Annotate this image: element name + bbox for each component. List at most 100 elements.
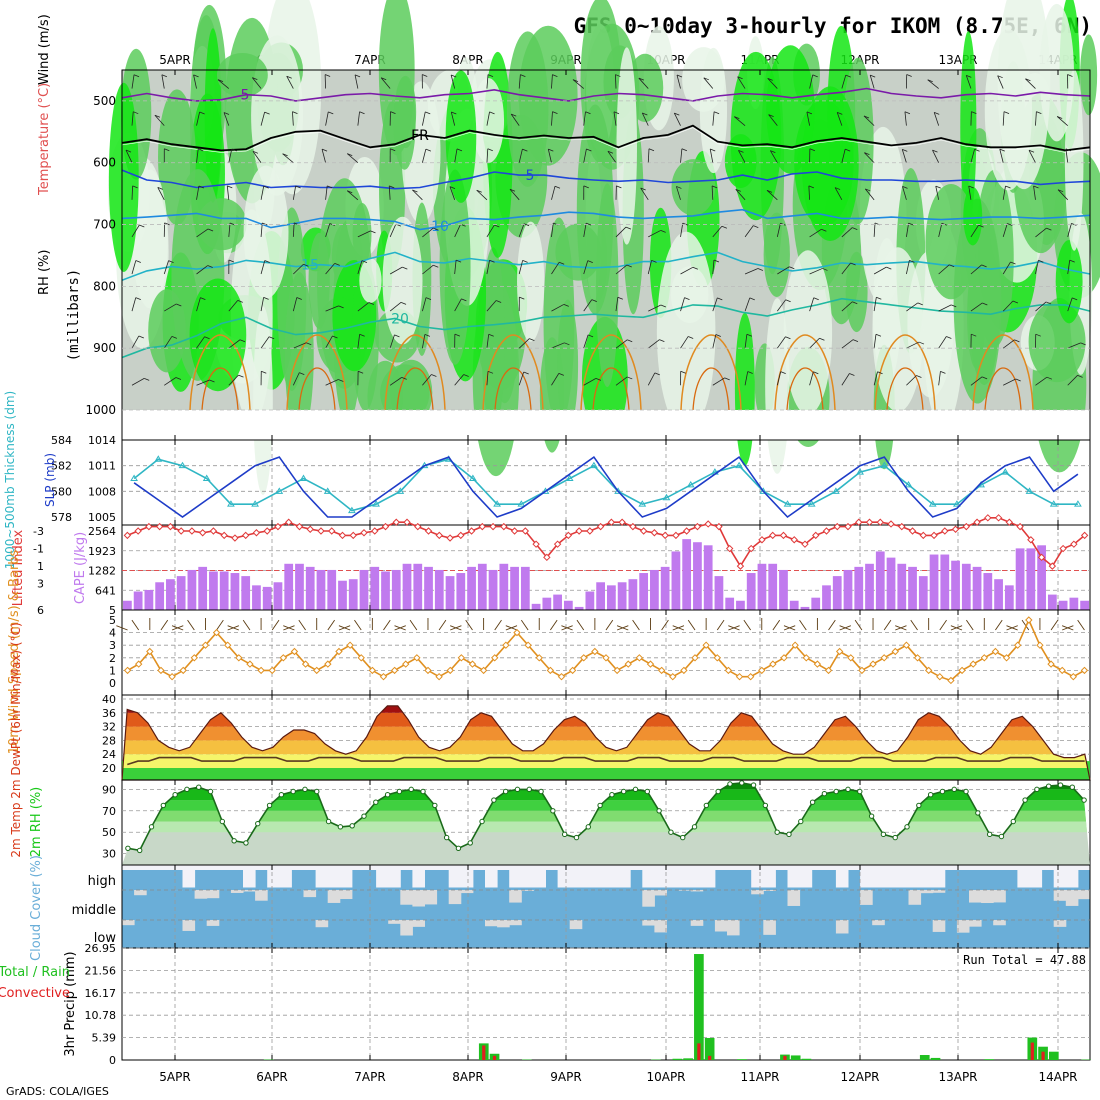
lifted-index-line-point bbox=[639, 527, 648, 535]
rh-line-point bbox=[1010, 818, 1016, 825]
wind-barb-flag bbox=[845, 148, 851, 152]
rh-line-point bbox=[396, 788, 403, 795]
wind-speed-line-point bbox=[891, 647, 899, 656]
wind-barb bbox=[583, 260, 589, 275]
wind-barb-flag bbox=[1036, 111, 1042, 115]
cloud-cell bbox=[303, 890, 317, 898]
wind-barb-flag bbox=[282, 153, 288, 157]
thickness-line-point bbox=[493, 500, 501, 507]
wind-barb-flag bbox=[529, 338, 535, 341]
wind-speed-line-point bbox=[290, 647, 299, 656]
rh-patch bbox=[557, 299, 579, 430]
lifted-index-line-point bbox=[822, 527, 831, 535]
wind-barb-flag bbox=[583, 185, 589, 189]
cloud-cell bbox=[860, 865, 873, 888]
cape-tick-label: 2564 bbox=[88, 525, 116, 538]
cloud-cell bbox=[122, 920, 135, 926]
wind-barb bbox=[841, 227, 853, 238]
wind-barb bbox=[196, 297, 201, 312]
wind-speed-line-point bbox=[947, 676, 955, 685]
lifted-index-line-point bbox=[478, 522, 487, 531]
wind-barb-flag bbox=[1046, 227, 1052, 231]
wind-barb-flag bbox=[676, 186, 682, 189]
temp-band bbox=[122, 726, 1090, 741]
cape-bar bbox=[736, 600, 745, 610]
wind-barb bbox=[809, 371, 814, 386]
wind-speed-line-point bbox=[1036, 641, 1044, 649]
lifted-index-line-point bbox=[844, 522, 852, 531]
wind-speed-line-point bbox=[591, 647, 599, 656]
cloud-cell bbox=[678, 865, 692, 888]
wind-barb-flag bbox=[263, 296, 269, 300]
wind-barb-flag bbox=[299, 372, 305, 375]
wind-speed-line-point bbox=[1058, 666, 1066, 675]
precip-conv-bar bbox=[482, 1045, 486, 1060]
wind-barb-flag bbox=[563, 304, 569, 307]
lifted-index-line-point bbox=[543, 553, 551, 562]
wind-barb-flag bbox=[357, 370, 364, 374]
cape-bar bbox=[520, 566, 530, 610]
thickness-line-point bbox=[565, 474, 574, 481]
cloud-cell bbox=[400, 890, 413, 905]
rh-line-point bbox=[774, 829, 780, 835]
wind-barb-flag bbox=[789, 266, 795, 270]
wind-barb bbox=[906, 341, 920, 349]
rh-line-point bbox=[597, 802, 603, 809]
isotherm-30 bbox=[592, 367, 630, 411]
isotherm-line bbox=[121, 297, 1091, 359]
lifted-index-line-point bbox=[457, 531, 465, 540]
wind-barb bbox=[808, 185, 810, 200]
wind-barb bbox=[680, 266, 694, 275]
wind-barb-flag bbox=[1067, 74, 1073, 77]
wind-barb-flag bbox=[164, 148, 170, 152]
wind-barb-flag bbox=[354, 74, 361, 78]
cape-bar bbox=[262, 586, 272, 610]
wind-speed-line-point bbox=[146, 647, 154, 656]
cloud-cell bbox=[630, 865, 643, 870]
cloud-cell bbox=[1077, 865, 1091, 870]
wind-barb bbox=[647, 148, 650, 163]
thickness-tick-label: 580 bbox=[51, 485, 72, 498]
wind-barb-flag bbox=[425, 297, 432, 300]
contour-label: 15 bbox=[301, 258, 319, 274]
cloud-cell bbox=[969, 865, 982, 870]
cape-tick-label: 641 bbox=[95, 584, 116, 597]
wind-barb bbox=[260, 111, 266, 126]
wind-barb bbox=[768, 114, 778, 126]
cloud-cell bbox=[702, 865, 716, 888]
wind-barb bbox=[841, 373, 850, 386]
wind-barb bbox=[906, 302, 918, 312]
wind-speed-line-point bbox=[835, 647, 844, 656]
rh-line-point bbox=[868, 813, 875, 819]
rh-line-point bbox=[821, 790, 828, 797]
rh-patch bbox=[763, 212, 790, 297]
date-label-top: 7APR bbox=[354, 53, 385, 67]
wind-barb-flag bbox=[511, 113, 517, 117]
rh-line-point bbox=[656, 808, 662, 814]
wind-barb-flag bbox=[422, 74, 428, 77]
cloud-cell bbox=[521, 890, 534, 891]
cape-bar bbox=[553, 594, 562, 610]
isotherm-30 bbox=[786, 367, 824, 411]
wind-barb-10m bbox=[394, 625, 406, 631]
isotherm-30 bbox=[494, 367, 532, 411]
lifted-index-line-point bbox=[887, 520, 895, 528]
lifted-index-line-point bbox=[360, 529, 368, 537]
wind-barb bbox=[806, 111, 810, 126]
lifted-index-line-point bbox=[736, 562, 745, 570]
rh-patch bbox=[576, 104, 614, 315]
rh-line-point bbox=[691, 824, 698, 830]
rh-line-point bbox=[467, 840, 473, 846]
wind-barb-10m bbox=[661, 619, 669, 631]
temp-tick-label: 20 bbox=[102, 762, 116, 775]
cloud-cell bbox=[327, 890, 341, 903]
wind-barb-flag bbox=[1028, 149, 1035, 153]
cloud-cell bbox=[194, 865, 208, 870]
rh-patch bbox=[984, 29, 1033, 191]
wind-barb-flag bbox=[746, 333, 753, 337]
cloud-cell bbox=[400, 865, 413, 870]
wind-barb bbox=[260, 260, 266, 275]
wind-barb-flag bbox=[978, 224, 984, 228]
wind-barb bbox=[450, 111, 456, 126]
cloud-cell bbox=[448, 890, 462, 905]
